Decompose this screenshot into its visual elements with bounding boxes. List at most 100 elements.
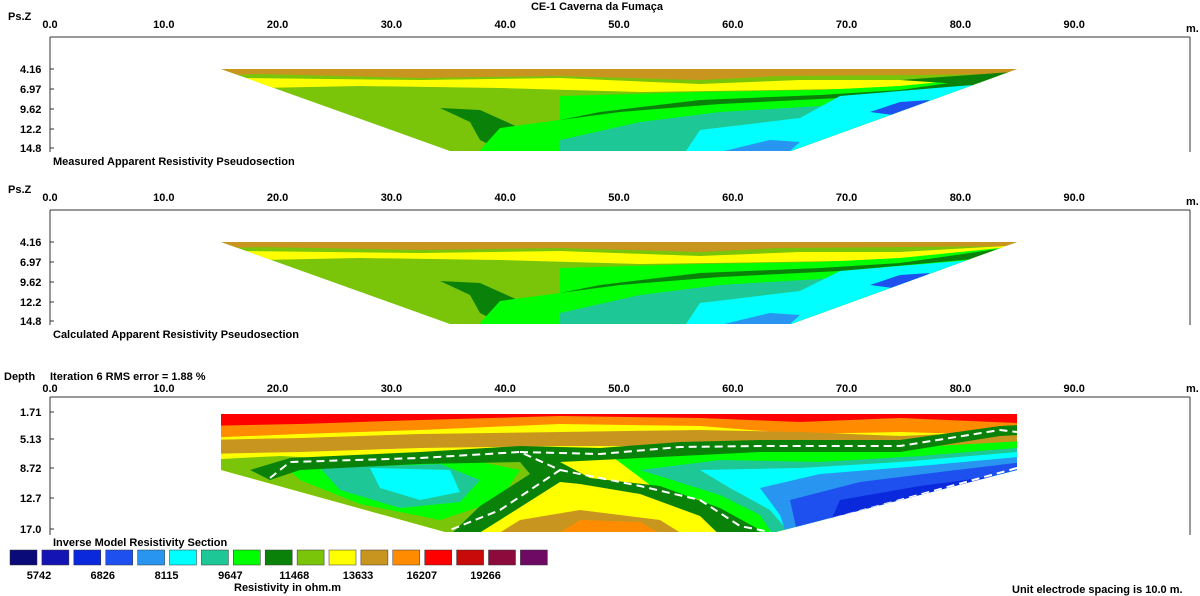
x-tick-label: 20.0 — [267, 19, 288, 31]
x-tick-label: 80.0 — [950, 19, 971, 31]
figure-title: CE-1 Caverna da Fumaça — [531, 1, 664, 13]
panel-a-x-ticks: 0.0 10.0 20.0 30.0 40.0 50.0 60.0 70.0 80.0 90.0 — [42, 19, 1085, 31]
legend-value-label: 6826 — [91, 570, 115, 582]
contour-band — [240, 72, 1017, 92]
x-tick-label: 60.0 — [722, 383, 743, 395]
depth-tick-label: 9.62 — [20, 277, 41, 289]
depth-tick-label: 5.13 — [20, 434, 41, 446]
contour-band — [720, 140, 800, 151]
contour-band — [221, 414, 1017, 426]
panel-c-contours — [200, 405, 1017, 532]
x-tick-label: 50.0 — [608, 19, 629, 31]
x-tick-label: 50.0 — [608, 192, 629, 204]
x-tick-label: 60.0 — [722, 19, 743, 31]
x-tick-label: 70.0 — [836, 19, 857, 31]
contour-band — [240, 244, 1017, 264]
x-tick-label: 0.0 — [42, 19, 57, 31]
legend-swatch — [105, 549, 133, 566]
panel-a-caption: Measured Apparent Resistivity Pseudosect… — [53, 156, 295, 168]
depth-tick-label: 6.97 — [20, 84, 41, 96]
depth-tick-label: 12.2 — [20, 297, 41, 309]
legend-swatch — [169, 549, 197, 566]
legend-swatch — [424, 549, 452, 566]
x-tick-label: 20.0 — [267, 383, 288, 395]
panel-a-contours — [221, 69, 1017, 151]
depth-tick-label: 9.62 — [20, 104, 41, 116]
x-tick-label: 90.0 — [1063, 383, 1084, 395]
panel-c-caption: Inverse Model Resistivity Section — [53, 537, 228, 549]
legend-swatch — [488, 549, 516, 566]
contour-band — [370, 468, 460, 500]
x-tick-label: 10.0 — [153, 192, 174, 204]
panel-b-x-unit: m. — [1186, 196, 1199, 208]
x-tick-label: 10.0 — [153, 383, 174, 395]
panel-b-caption: Calculated Apparent Resistivity Pseudose… — [53, 329, 299, 341]
contour-band — [540, 520, 680, 532]
legend-value-label: 5742 — [27, 570, 51, 582]
contour-band — [280, 405, 600, 412]
panel-c-x-ticks: 0.0 10.0 20.0 30.0 40.0 50.0 60.0 70.0 80.0 90.0 — [42, 383, 1085, 395]
depth-tick-label: 4.16 — [20, 64, 41, 76]
legend-value-label: 16207 — [407, 570, 438, 582]
contour-band — [221, 414, 1017, 438]
legend-swatch — [456, 549, 484, 566]
legend-swatch — [360, 549, 389, 566]
legend-swatch — [520, 549, 548, 566]
iteration-note: Iteration 6 RMS error = 1.88 % — [50, 371, 206, 383]
x-tick-label: 30.0 — [381, 19, 402, 31]
measured-pseudosection-panel: Ps.Z 0.0 10.0 20.0 30.0 40.0 50.0 60.0 70.0 80.0… — [8, 11, 1199, 168]
contour-band — [250, 424, 1017, 532]
legend-unit-label: Resistivity in ohm.m — [234, 582, 341, 594]
x-tick-label: 60.0 — [722, 192, 743, 204]
x-tick-label: 30.0 — [381, 192, 402, 204]
panel-b-axis-label: Ps.Z — [8, 184, 32, 196]
contour-band — [200, 405, 880, 412]
contour-band — [720, 313, 800, 324]
x-tick-label: 70.0 — [836, 192, 857, 204]
legend-labels: 5742 6826 8115 9647 11468 13633 16207 19266 — [27, 570, 501, 582]
contour-band — [221, 69, 1017, 80]
panel-c-axis-label: Depth — [4, 371, 35, 383]
depth-tick-label: 1.71 — [20, 407, 41, 419]
x-tick-label: 40.0 — [494, 19, 515, 31]
contour-band — [870, 273, 930, 289]
depth-tick-label: 12.7 — [20, 493, 41, 505]
contour-band — [870, 100, 930, 116]
depth-tick-label: 14.8 — [20, 316, 41, 328]
depth-tick-label: 17.0 — [20, 524, 41, 536]
contour-band — [221, 242, 1017, 252]
legend-value-label: 9647 — [218, 570, 242, 582]
depth-tick-label: 12.2 — [20, 124, 41, 136]
x-tick-label: 40.0 — [494, 192, 515, 204]
depth-tick-label: 4.16 — [20, 237, 41, 249]
color-legend: 5742 6826 8115 9647 11468 13633 16207 19266 Res… — [9, 549, 548, 594]
calculated-pseudosection-panel: Ps.Z 0.0 10.0 20.0 30.0 40.0 50.0 60.0 70.0 80.0… — [8, 184, 1199, 341]
depth-tick-label: 6.97 — [20, 257, 41, 269]
boundary-line — [269, 428, 1017, 532]
x-tick-label: 0.0 — [42, 383, 57, 395]
legend-swatch — [392, 549, 421, 566]
legend-swatch — [73, 549, 102, 566]
panel-b-depth-ticks: 4.16 6.97 9.62 12.2 14.8 — [20, 237, 54, 328]
x-tick-label: 80.0 — [950, 383, 971, 395]
x-tick-label: 10.0 — [153, 19, 174, 31]
legend-swatch — [137, 549, 165, 566]
legend-value-label: 13633 — [343, 570, 374, 582]
x-tick-label: 90.0 — [1063, 19, 1084, 31]
contour-band — [330, 405, 520, 408]
legend-value-label: 11468 — [279, 570, 309, 582]
panel-b-x-ticks: 0.0 10.0 20.0 30.0 40.0 50.0 60.0 70.0 80.0 90.0 — [42, 192, 1085, 204]
x-tick-label: 90.0 — [1063, 192, 1084, 204]
legend-swatches — [9, 549, 548, 566]
panel-a-depth-ticks: 4.16 6.97 9.62 12.2 14.8 — [20, 64, 54, 155]
panel-c-depth-ticks: 1.71 5.13 8.72 12.7 17.0 — [20, 407, 54, 536]
x-tick-label: 20.0 — [267, 192, 288, 204]
legend-value-label: 19266 — [470, 570, 501, 582]
legend-value-label: 8115 — [155, 570, 179, 582]
depth-tick-label: 8.72 — [20, 463, 41, 475]
legend-swatch — [264, 549, 293, 566]
x-tick-label: 70.0 — [836, 383, 857, 395]
electrode-spacing-note: Unit electrode spacing is 10.0 m. — [1012, 584, 1183, 596]
panel-c-x-unit: m. — [1186, 383, 1199, 395]
